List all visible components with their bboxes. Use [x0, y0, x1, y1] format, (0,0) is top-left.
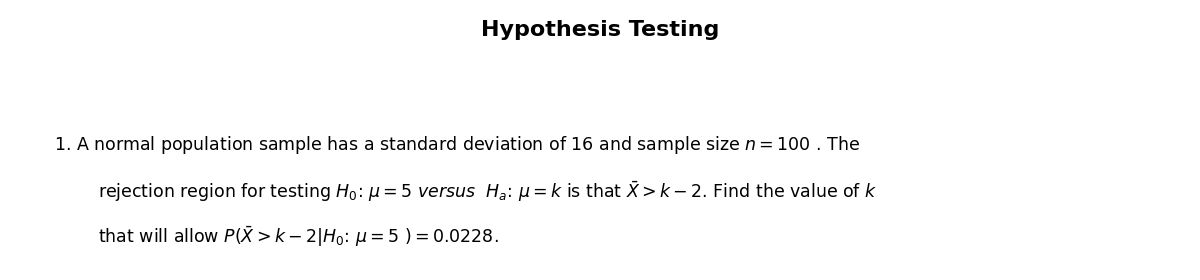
Text: rejection region for testing $H_0$: $\mu = 5$ $\mathit{versus}$  $H_a$: $\mu = k: rejection region for testing $H_0$: $\mu…: [98, 179, 877, 204]
Text: Hypothesis Testing: Hypothesis Testing: [481, 20, 719, 39]
Text: that will allow $P(\bar{X} > k - 2|H_0$: $\mu = 5$ $) = 0.0228$.: that will allow $P(\bar{X} > k - 2|H_0$:…: [98, 224, 499, 249]
Text: 1. A normal population sample has a standard deviation of 16 and sample size $n : 1. A normal population sample has a stan…: [54, 134, 860, 157]
